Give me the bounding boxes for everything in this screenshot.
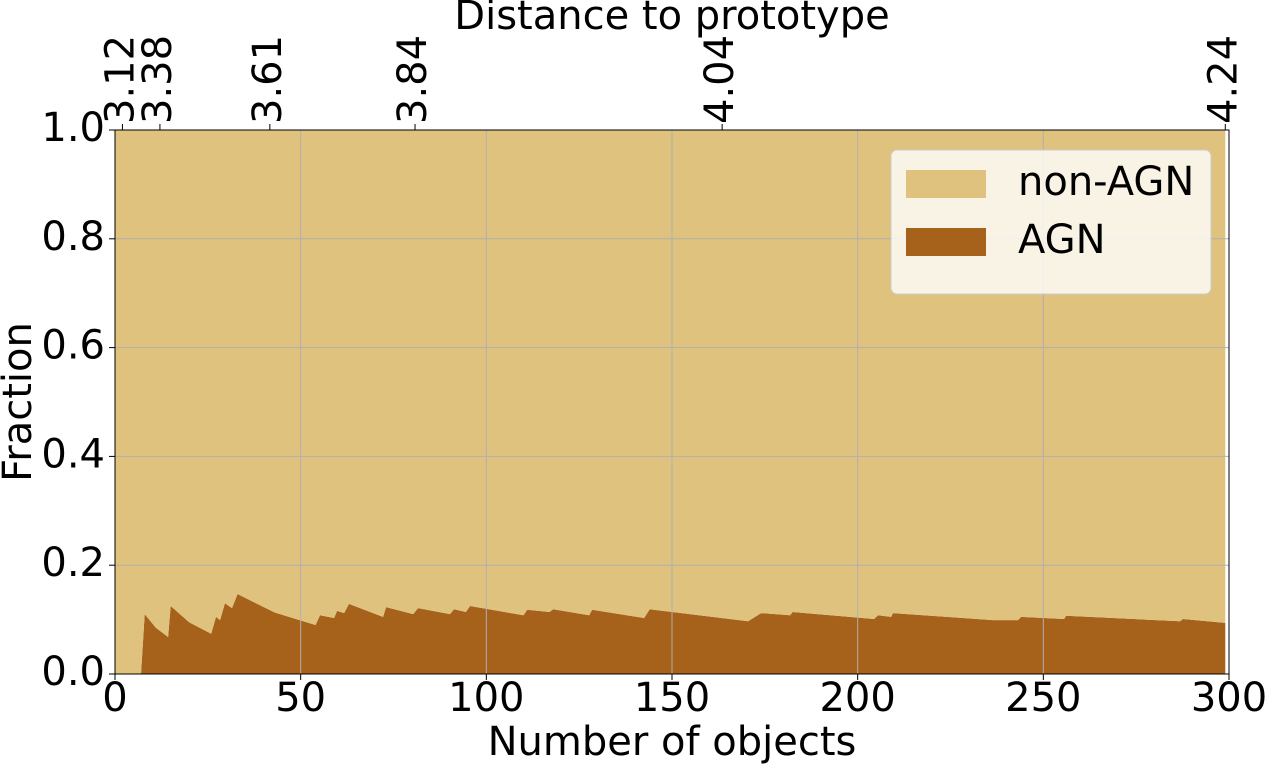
x2-tick-label: 3.38	[135, 35, 181, 124]
y-tick-label: 0.0	[41, 649, 105, 695]
x2-tick-label: 4.04	[697, 35, 743, 124]
y-tick-label: 0.8	[41, 214, 105, 260]
legend-swatch	[906, 228, 986, 256]
x-tick-label: 200	[819, 675, 895, 721]
legend-label: non-AGN	[1018, 159, 1194, 205]
x-tick-label: 100	[448, 675, 524, 721]
x2-tick-label: 4.24	[1200, 35, 1246, 124]
x2-tick-label: 3.61	[245, 35, 291, 124]
x-tick-label: 150	[634, 675, 710, 721]
legend-label: AGN	[1018, 217, 1106, 263]
area	[115, 594, 1226, 674]
legend: non-AGN AGN	[890, 149, 1212, 295]
x2-tick-label: 3.12	[97, 35, 143, 124]
x-tick-label: 50	[275, 675, 326, 721]
x-tick-label: 300	[1191, 675, 1267, 721]
x-tick-label: 0	[102, 675, 127, 721]
x2-tick-label: 3.84	[390, 35, 436, 124]
legend-swatch	[906, 170, 986, 198]
y-tick-label: 0.2	[41, 540, 105, 586]
y-axis-label: Fraction	[0, 322, 41, 482]
x-axis-label: Number of objects	[488, 719, 857, 765]
y-tick-label: 0.4	[41, 431, 105, 477]
y-tick-label: 1.0	[41, 105, 105, 151]
y-tick-label: 0.6	[41, 323, 105, 369]
top-axis-title: Distance to prototype	[454, 0, 889, 39]
x-tick-label: 250	[1005, 675, 1081, 721]
